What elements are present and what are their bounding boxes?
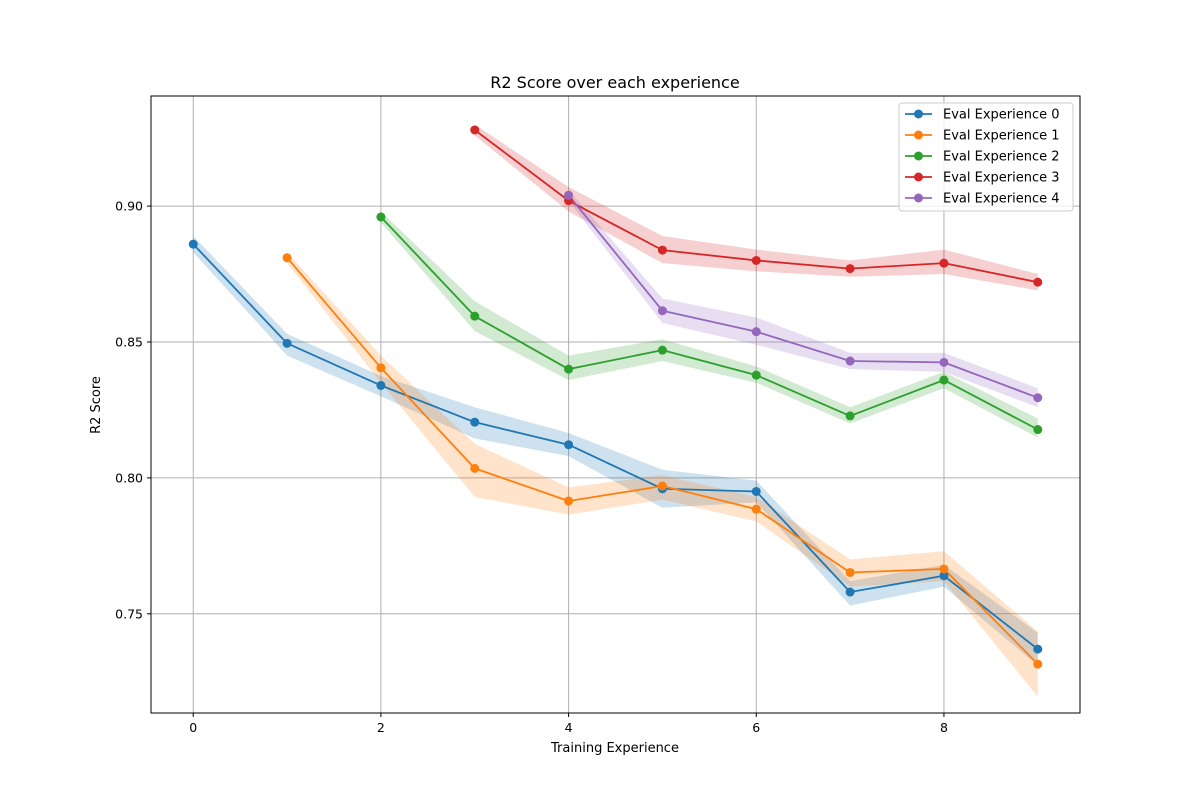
legend-swatch-marker [914, 130, 923, 140]
series-1-point [845, 567, 855, 577]
series-4-point [845, 356, 855, 366]
legend-box [898, 102, 1074, 212]
series-1-point [282, 253, 292, 263]
series-3-point [1033, 277, 1043, 287]
legend-item: Eval Experience 3 [905, 171, 1060, 186]
y-tick-label: 0.90 [115, 199, 143, 214]
legend-swatch-marker [914, 151, 923, 161]
series-4-band [568, 189, 1038, 408]
series-0-point [1033, 644, 1043, 654]
chart-title: R2 Score over each experience [490, 73, 739, 92]
series-1-point [470, 463, 480, 473]
series-2-point [657, 345, 667, 355]
series-points [188, 125, 1043, 669]
series-2-point [751, 370, 761, 380]
legend-item: Eval Experience 0 [905, 108, 1060, 123]
x-tick-label: 8 [940, 720, 948, 735]
series-0-point [939, 571, 949, 581]
legend-label: Eval Experience 0 [943, 108, 1060, 123]
legend-swatch-marker [914, 193, 923, 203]
series-3-point [845, 264, 855, 274]
series-0-point [470, 417, 480, 427]
series-2-point [376, 212, 386, 222]
series-1-point [376, 363, 386, 373]
series-4-line [567, 194, 1039, 399]
legend-label: Eval Experience 1 [943, 129, 1060, 144]
series-2-point [845, 411, 855, 421]
y-axis-label: R2 Score [89, 376, 104, 434]
y-tick-label: 0.75 [115, 606, 143, 621]
series-0-point [751, 486, 761, 496]
legend-label: Eval Experience 2 [943, 150, 1060, 165]
legend-item: Eval Experience 1 [905, 129, 1060, 144]
series-1-point [1033, 659, 1043, 669]
series-3-point [657, 245, 667, 255]
series-4-point [939, 357, 949, 367]
series-4-point [657, 306, 667, 316]
legend: Eval Experience 0 Eval Experience 1 Eval E… [898, 102, 1074, 212]
series-0-band [193, 235, 1038, 666]
legend-item: Eval Experience 4 [905, 192, 1060, 207]
series-2-point [939, 375, 949, 385]
x-tick-label: 6 [752, 720, 760, 735]
series-0-point [188, 239, 198, 249]
series-4-point [1033, 393, 1043, 403]
series-1-point [564, 496, 574, 506]
y-tick-label: 0.80 [115, 470, 143, 485]
y-tick-label: 0.85 [115, 334, 143, 349]
x-tick-label: 0 [189, 720, 197, 735]
series-4-point [751, 327, 761, 337]
series-3-point [751, 255, 761, 265]
legend-label: Eval Experience 3 [943, 171, 1060, 186]
legend-swatch-marker [914, 172, 923, 182]
legend-label: Eval Experience 4 [943, 192, 1060, 207]
axis-ticks: 0 2 4 6 8 0.75 0.80 0.85 0.90 [115, 199, 948, 735]
series-0-line [192, 243, 1039, 650]
x-tick-label: 4 [565, 720, 573, 735]
series-3-point [939, 258, 949, 268]
series-0-point [376, 380, 386, 390]
plot-frame [150, 95, 1081, 714]
series-2-point [1033, 425, 1043, 435]
series-3-point [470, 125, 480, 135]
series-0-point [282, 338, 292, 348]
x-tick-label: 2 [377, 720, 385, 735]
legend-item: Eval Experience 2 [905, 150, 1060, 165]
series-1-point [939, 564, 949, 574]
legend-swatch-marker [914, 109, 923, 119]
x-axis-label: Training Experience [550, 741, 679, 756]
series-1-point [751, 504, 761, 514]
series-0-point [564, 440, 574, 450]
series-1-band [287, 252, 1038, 697]
series-1-point [657, 481, 667, 491]
series-2-point [470, 311, 480, 321]
series-2-point [564, 364, 574, 374]
series-4-point [564, 190, 574, 200]
series-0-point [845, 587, 855, 597]
series-2-line [380, 216, 1039, 431]
series-2-band [380, 211, 1038, 438]
